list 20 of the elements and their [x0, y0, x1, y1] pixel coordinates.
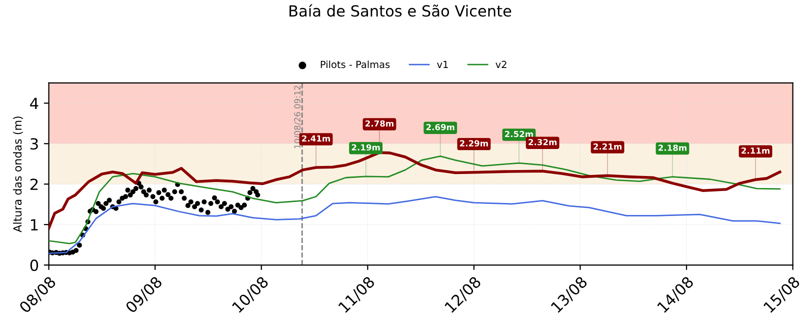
- legend-label: v1: [437, 60, 448, 68]
- y-tick-label: 3: [30, 138, 38, 150]
- data-label: 2.32m: [528, 138, 557, 146]
- data-label: 2.18m: [658, 144, 686, 151]
- y-axis-title: Altura das ondas (m): [13, 116, 23, 232]
- data-label: 2.19m: [352, 144, 380, 151]
- y-tick-label: 0: [30, 259, 38, 272]
- data-label: 2.29m: [460, 140, 488, 146]
- data-label: 2.69m: [426, 124, 454, 130]
- legend-label: Pilots - Palmas: [320, 60, 390, 68]
- data-label: 2.21m: [594, 143, 622, 150]
- legend-label: v2: [496, 60, 506, 68]
- data-label: 2.11m: [742, 147, 770, 154]
- chart-title: Baía de Santos e São Vicente: [290, 4, 512, 17]
- data-label: 2.78m: [366, 120, 394, 127]
- y-tick-label: 4: [30, 98, 38, 109]
- data-label: 2.41m: [302, 135, 330, 142]
- y-tick-label: 2: [30, 178, 38, 190]
- y-tick-label: 1: [31, 219, 38, 230]
- data-label: 2.52m: [505, 130, 533, 138]
